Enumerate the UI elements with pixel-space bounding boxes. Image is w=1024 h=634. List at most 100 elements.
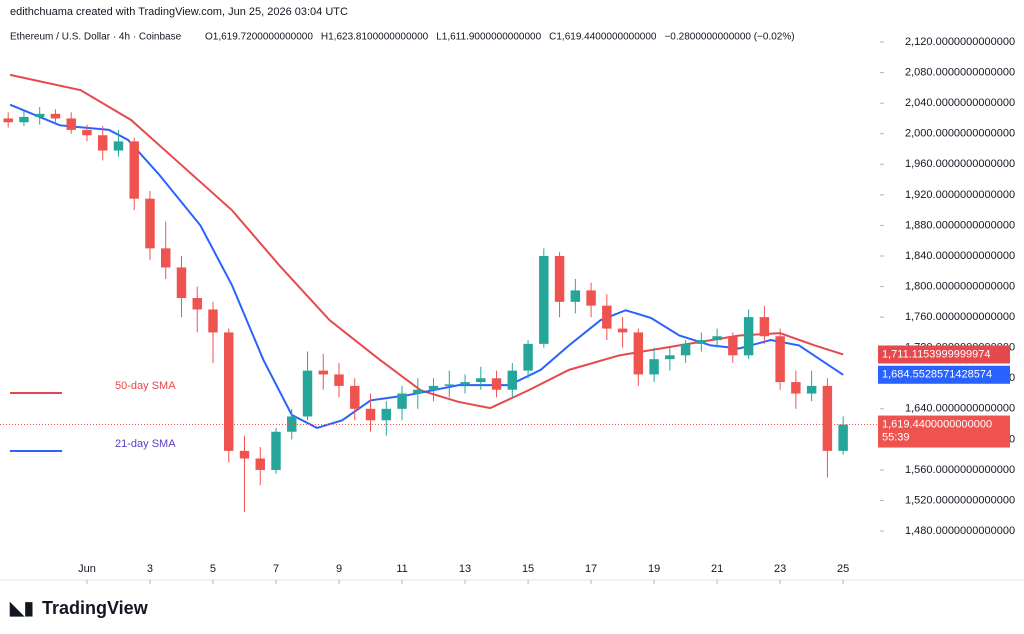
candle-body: [129, 141, 139, 199]
x-tick-label: 3: [147, 563, 153, 575]
y-tick-label: 1,800.0000000000000: [905, 280, 1015, 292]
x-tick-label: 23: [774, 563, 786, 575]
y-tick-label: 1,920.0000000000000: [905, 189, 1015, 201]
candle-body: [539, 255, 549, 344]
candle-body: [334, 374, 344, 386]
candle-body: [680, 343, 691, 356]
candle-body: [791, 382, 801, 394]
candle-body: [271, 431, 281, 470]
candle-body: [806, 385, 817, 394]
candle-body: [428, 385, 439, 390]
candle-body: [145, 198, 155, 249]
candle-body: [665, 355, 675, 360]
candle-body: [822, 385, 833, 451]
candle-body: [523, 343, 533, 371]
price-badge-label: 1,711.1153999999974: [882, 348, 990, 360]
y-tick-label: 1,560.0000000000000: [905, 464, 1015, 476]
ohlc-value: C1,619.4400000000000: [549, 32, 657, 43]
price-badge: [878, 415, 1010, 448]
x-tick-label: 7: [273, 563, 279, 575]
candle-body: [712, 336, 722, 341]
candle-body: [743, 317, 754, 356]
candle-body: [696, 340, 707, 344]
candle-body: [224, 332, 234, 451]
y-tick-label: 1,960.0000000000000: [905, 158, 1015, 170]
candle-body: [239, 450, 250, 459]
x-tick-label: 17: [585, 563, 597, 575]
legend-label: 50-day SMA: [115, 380, 176, 392]
x-tick-label: 21: [711, 563, 723, 575]
candle-body: [302, 370, 313, 417]
candle-body: [759, 317, 770, 337]
candle-body: [775, 336, 785, 383]
price-badge-label: 1,684.5528571428574: [882, 369, 992, 381]
candle-body: [507, 370, 518, 390]
y-tick-label: 1,480.0000000000000: [905, 525, 1015, 537]
x-tick-label: 11: [396, 563, 407, 575]
candle-body: [350, 385, 360, 409]
candle-body: [617, 328, 628, 333]
brand: TradingView: [42, 598, 149, 618]
candle-body: [365, 408, 376, 421]
candle-body: [113, 141, 124, 151]
candle-body: [3, 118, 13, 123]
candle-body: [381, 408, 392, 421]
y-tick-label: 1,880.0000000000000: [905, 219, 1015, 231]
x-tick-label: 25: [837, 563, 849, 575]
y-tick-label: 1,640.0000000000000: [905, 403, 1015, 415]
candle-body: [192, 298, 202, 310]
x-tick-label: 15: [522, 563, 534, 575]
candle-body: [255, 458, 265, 470]
candle-body: [570, 290, 581, 302]
countdown: 55:39: [882, 431, 910, 443]
y-tick-label: 2,080.0000000000000: [905, 67, 1015, 79]
brand-logo: ◣▮: [9, 598, 34, 618]
x-tick-label: 13: [459, 563, 471, 575]
candle-body: [633, 332, 644, 375]
candle-body: [208, 309, 218, 333]
candle-body: [34, 113, 45, 117]
candle-body: [554, 255, 565, 302]
candle-body: [161, 248, 171, 268]
price-badge: [878, 345, 1010, 364]
x-tick-label: Jun: [78, 563, 96, 575]
candle-body: [397, 393, 407, 409]
legend-label: 21-day SMA: [115, 438, 176, 450]
y-tick-label: 2,040.0000000000000: [905, 97, 1015, 109]
candle-body: [176, 267, 187, 299]
candle-body: [728, 336, 738, 356]
ohlc-value: O1,619.7200000000000: [205, 32, 313, 43]
candle-body: [838, 424, 848, 451]
price-badge-label: 1,619.4400000000000: [882, 418, 992, 430]
symbol: Ethereum / U.S. Dollar · 4h · Coinbase: [10, 32, 182, 43]
candle-body: [66, 118, 76, 130]
candle-body: [586, 290, 596, 306]
y-tick-label: 2,000.0000000000000: [905, 128, 1015, 140]
x-tick-label: 9: [336, 563, 342, 575]
watermark: edithchuama created with TradingView.com…: [10, 6, 348, 18]
candle-body: [491, 378, 502, 390]
y-tick-label: 1,760.0000000000000: [905, 311, 1015, 323]
y-tick-label: 1,840.0000000000000: [905, 250, 1015, 262]
candle-body: [649, 359, 659, 375]
candle-body: [602, 305, 612, 329]
candle-body: [97, 135, 108, 151]
candle-body: [460, 382, 470, 385]
candle-body: [19, 116, 29, 123]
candle-body: [318, 370, 328, 375]
x-tick-label: 19: [648, 563, 660, 575]
candle-body: [50, 113, 61, 119]
y-tick-label: 1,520.0000000000000: [905, 494, 1015, 506]
sma-line: [9, 73, 844, 410]
candle-body: [444, 384, 455, 386]
ohlc-value: L1,611.9000000000000: [436, 32, 541, 43]
candle-body: [413, 389, 423, 394]
ohlc-value: −0.2800000000000 (−0.02%): [664, 32, 794, 43]
candle-body: [476, 378, 486, 383]
x-tick-label: 5: [210, 563, 216, 575]
price-badge: [878, 365, 1010, 384]
y-tick-label: 2,120.0000000000000: [905, 36, 1015, 48]
candle-body: [82, 129, 92, 136]
